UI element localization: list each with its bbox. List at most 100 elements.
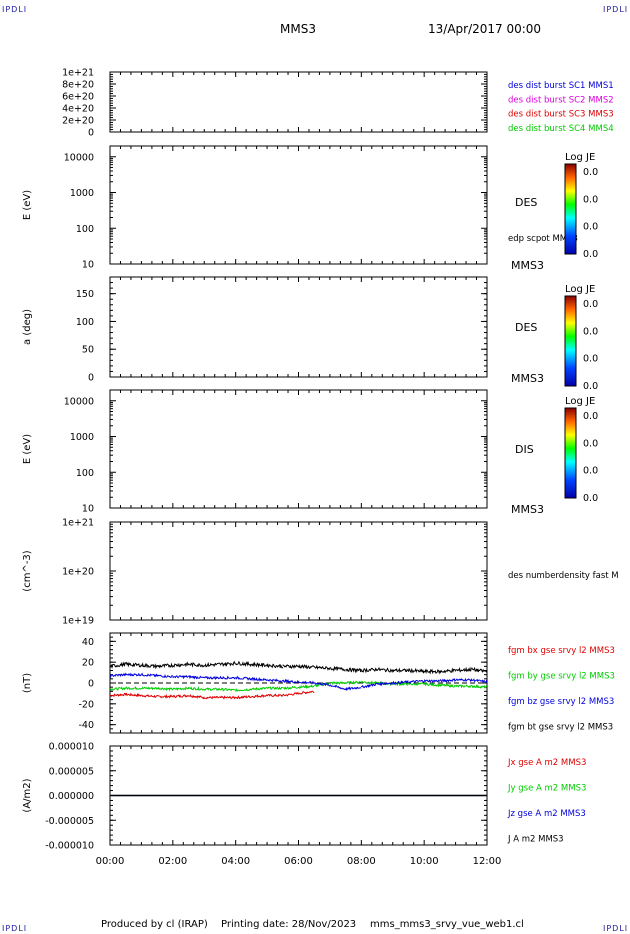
y-axis-label: E (eV): [22, 190, 33, 220]
y-tick-label: -20: [78, 699, 94, 710]
legend-entry: des dist burst SC3 MMS3: [508, 110, 614, 120]
footer-produced-by: Produced by cl (IRAP): [101, 919, 208, 930]
y-tick-label: -0.000010: [45, 841, 94, 852]
legend-entry: Jy gse A m2 MMS3: [507, 784, 586, 794]
y-tick-label: 40: [82, 637, 94, 648]
y-tick-label: 150: [76, 289, 94, 300]
y-tick-label: 0: [88, 128, 94, 139]
overlay-label: edp scpot MMS3: [508, 234, 578, 244]
y-tick-label: 2e+20: [62, 116, 94, 127]
panel-frame-3: [109, 389, 488, 509]
y-tick-label: 1000: [70, 432, 94, 443]
corner-label-top-right: IPDLI: [603, 5, 629, 14]
spacecraft-label: MMS3: [511, 259, 544, 272]
y-tick-label: 50: [82, 345, 94, 356]
des-pitch-colorbar-label: Log JE: [565, 284, 595, 295]
spacecraft-label: MMS3: [511, 503, 544, 516]
x-tick-label: 06:00: [284, 856, 313, 867]
legend-entry: des dist burst SC1 MMS1: [508, 81, 614, 91]
y-tick-label: 1e+21: [62, 68, 94, 79]
panel-frame-1: [109, 145, 488, 265]
des-pitch-colorbar-tick-label: 0.0: [583, 354, 598, 365]
legend-entry: des dist burst SC2 MMS2: [508, 95, 614, 105]
corner-label-bottom-right: IPDLI: [603, 924, 629, 933]
corner-label-bottom-left: IPDLI: [2, 924, 28, 933]
y-tick-label: 100: [76, 317, 94, 328]
y-axis-label: (A/m2): [22, 778, 33, 812]
panel-frame-2: [109, 276, 488, 378]
footer-filename: mms_mms3_srvy_vue_web1.cl: [370, 919, 524, 930]
date-title: 13/Apr/2017 00:00: [428, 22, 542, 36]
panel-frame-0: [109, 71, 488, 133]
x-tick-label: 10:00: [410, 856, 439, 867]
y-tick-label: 100: [76, 224, 94, 235]
dis-energy-colorbar-tick-label: 0.0: [583, 493, 598, 504]
y-tick-label: 1e+21: [62, 518, 94, 529]
y-tick-label: 4e+20: [62, 104, 94, 115]
y-tick-label: -0.000005: [45, 816, 94, 827]
x-tick-label: 02:00: [158, 856, 187, 867]
des-pitch-colorbar-tick-label: 0.0: [583, 381, 598, 392]
dis-energy-colorbar-tick-label: 0.0: [583, 411, 598, 422]
series-line: [110, 660, 487, 675]
series-line: [110, 672, 487, 692]
y-axis-label: a (deg): [22, 309, 33, 345]
series-line: [110, 690, 315, 700]
footer-printing-date: Printing date: 28/Nov/2023: [221, 919, 357, 930]
y-axis-label: (nT): [22, 673, 33, 693]
y-axis-label: E (eV): [22, 434, 33, 464]
y-tick-label: 1e+19: [62, 616, 94, 627]
spacecraft-label: MMS3: [511, 372, 544, 385]
fgm-traces: [110, 660, 487, 700]
legend-entry: des numberdensity fast M: [508, 571, 619, 581]
des-pitch-colorbar: [564, 295, 577, 387]
spacecraft-title: MMS3: [280, 22, 316, 36]
y-tick-label: 0.000005: [49, 766, 94, 777]
dis-energy-colorbar-tick-label: 0.0: [583, 466, 598, 477]
des-energy-colorbar-tick-label: 0.0: [583, 167, 598, 178]
y-tick-label: 10: [82, 504, 94, 515]
des-energy-colorbar-label: Log JE: [565, 152, 595, 163]
des-energy-colorbar-tick-label: 0.0: [583, 249, 598, 260]
legend-entry: fgm bx gse srvy l2 MMS3: [508, 646, 615, 656]
y-tick-label: 8e+20: [62, 80, 94, 91]
y-tick-label: 100: [76, 468, 94, 479]
des-energy-colorbar-tick-label: 0.0: [583, 194, 598, 205]
legend-entry: Jx gse A m2 MMS3: [507, 758, 586, 768]
x-tick-label: 00:00: [96, 856, 125, 867]
x-tick-label: 08:00: [347, 856, 376, 867]
y-tick-label: 10000: [64, 152, 94, 163]
des-pitch-colorbar-tick-label: 0.0: [583, 299, 598, 310]
y-tick-label: 0.000010: [49, 742, 94, 753]
legend-entry: fgm bz gse srvy l2 MMS3: [508, 697, 614, 707]
y-tick-label: 0: [88, 373, 94, 384]
y-tick-label: 20: [82, 658, 94, 669]
y-tick-label: 0.000000: [49, 791, 94, 802]
des-energy-colorbar: [564, 163, 577, 255]
dis-energy-colorbar-label: Log JE: [565, 396, 595, 407]
species-label: DIS: [515, 443, 534, 456]
y-tick-label: -40: [78, 720, 94, 731]
y-tick-label: 0: [88, 679, 94, 690]
y-tick-label: 6e+20: [62, 92, 94, 103]
dis-energy-colorbar: [564, 407, 577, 499]
legend-entry: des dist burst SC4 MMS4: [508, 124, 614, 134]
x-tick-label: 12:00: [473, 856, 502, 867]
y-tick-label: 10000: [64, 396, 94, 407]
corner-label-top-left: IPDLI: [2, 5, 28, 14]
des-pitch-colorbar-tick-label: 0.0: [583, 326, 598, 337]
y-tick-label: 1e+20: [62, 567, 94, 578]
x-tick-label: 04:00: [221, 856, 250, 867]
legend-entry: fgm by gse srvy l2 MMS3: [508, 672, 615, 682]
dis-energy-colorbar-tick-label: 0.0: [583, 438, 598, 449]
legend-entry: Jz gse A m2 MMS3: [507, 809, 586, 819]
des-energy-colorbar-tick-label: 0.0: [583, 222, 598, 233]
y-tick-label: 10: [82, 260, 94, 271]
legend-entry: J A m2 MMS3: [507, 835, 564, 845]
species-label: DES: [515, 321, 537, 334]
species-label: DES: [515, 196, 537, 209]
panel-frame-4: [109, 521, 488, 621]
y-axis-label: (cm^-3): [22, 550, 33, 591]
legend-entry: fgm bt gse srvy l2 MMS3: [508, 723, 613, 733]
